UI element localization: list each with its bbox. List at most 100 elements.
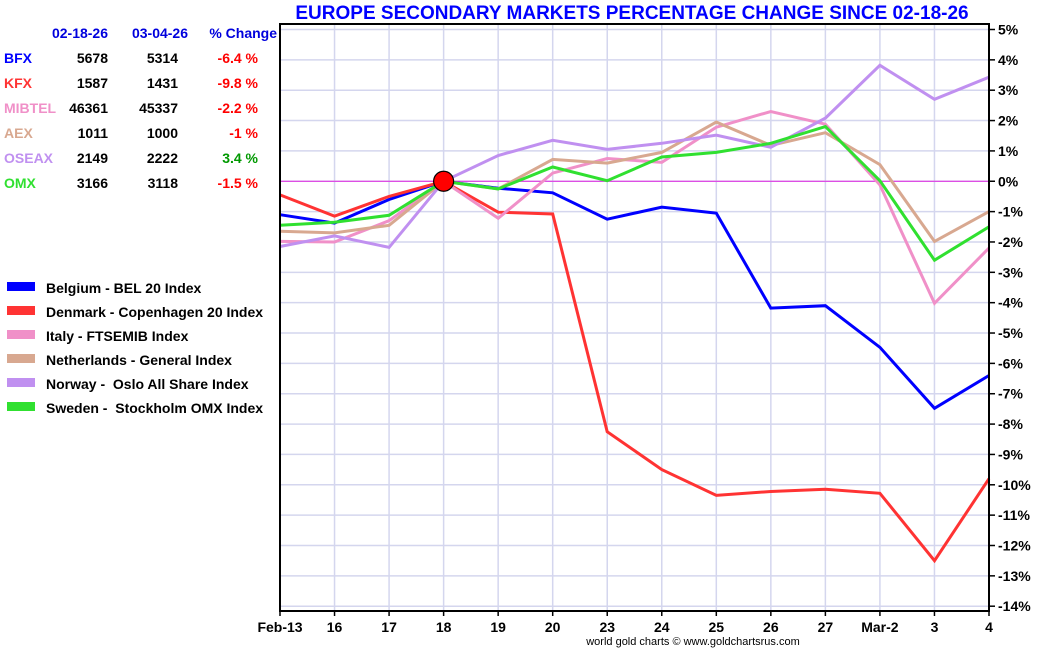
- series-line: [279, 63, 990, 250]
- table-end-value: 45337: [139, 100, 178, 116]
- y-tick-label: -14%: [998, 598, 1031, 614]
- legend-swatch: [7, 330, 35, 339]
- table-symbol: BFX: [4, 50, 33, 66]
- legend-swatch: [7, 354, 35, 363]
- table-start-value: 3166: [77, 175, 108, 191]
- table-symbol: KFX: [4, 75, 33, 91]
- legend-label: Sweden - Stockholm OMX Index: [46, 400, 263, 416]
- legend-label: Italy - FTSEMIB Index: [46, 328, 189, 344]
- table-start-value: 1011: [78, 125, 109, 141]
- base-date-marker: [433, 170, 455, 192]
- series-line: [279, 124, 990, 263]
- table-row: AEX 1011 1000 -1 %: [4, 125, 259, 141]
- table-change-value: -2.2 %: [218, 100, 259, 116]
- table-start-value: 1587: [77, 75, 108, 91]
- legend-label: Denmark - Copenhagen 20 Index: [46, 304, 263, 320]
- y-tick-label: -6%: [998, 355, 1023, 371]
- series-line: [279, 179, 990, 411]
- x-tick-label: 20: [545, 619, 561, 635]
- table-start-value: 2149: [77, 150, 108, 166]
- table-row: KFX 1587 1431 -9.8 %: [4, 75, 259, 91]
- y-tick-label: 2%: [998, 113, 1019, 129]
- table-change-value: 3.4 %: [222, 150, 258, 166]
- legend-item: Italy - FTSEMIB Index: [7, 328, 189, 344]
- legend-swatch: [7, 282, 35, 291]
- plot-border: [279, 23, 990, 612]
- x-tick-label: 25: [709, 619, 725, 635]
- x-tick-label: 24: [654, 619, 670, 635]
- x-tick-label: 3: [931, 619, 939, 635]
- table-end-value: 5314: [147, 50, 178, 66]
- y-tick-label: -9%: [998, 446, 1023, 462]
- y-axis: 5% 4% 3% 2% 1% 0% -1% -2% -3% -4% -5% -6% -7% -8% -9% -…: [989, 22, 1031, 614]
- table-change-value: -9.8 %: [218, 75, 259, 91]
- legend-item: Netherlands - General Index: [7, 352, 232, 368]
- table-end-value: 1000: [147, 125, 178, 141]
- table-change-value: -1 %: [229, 125, 258, 141]
- x-tick-label: 26: [763, 619, 779, 635]
- table-symbol: OMX: [4, 175, 37, 191]
- x-tick-label: 19: [490, 619, 506, 635]
- table-end-value: 1431: [147, 75, 178, 91]
- y-tick-label: 3%: [998, 82, 1019, 98]
- legend-swatch: [7, 402, 35, 411]
- x-tick-label: 18: [436, 619, 452, 635]
- y-tick-label: -7%: [998, 386, 1023, 402]
- legend-item: Denmark - Copenhagen 20 Index: [7, 304, 263, 320]
- base-marker: [433, 170, 455, 192]
- x-tick-label: 4: [985, 619, 993, 635]
- series-2: [279, 109, 991, 306]
- table-row: OSEAX 2149 2222 3.4 %: [4, 150, 259, 166]
- y-tick-label: -4%: [998, 295, 1023, 311]
- x-axis: Feb-13 16 17 18 19 20 23 24 25 26 27 Mar-2 3 4: [257, 611, 993, 635]
- y-tick-label: -1%: [998, 204, 1023, 220]
- plot-frame: [279, 23, 990, 612]
- y-tick-label: 0%: [998, 173, 1019, 189]
- table-symbol: AEX: [4, 125, 33, 141]
- legend: Belgium - BEL 20 Index Denmark - Copenhag…: [7, 280, 263, 416]
- series-line: [279, 179, 991, 564]
- legend-item: Sweden - Stockholm OMX Index: [7, 400, 263, 416]
- series-line: [279, 109, 991, 306]
- credit-text: world gold charts © www.goldchartsrus.co…: [585, 636, 800, 648]
- x-tick-label: Mar-2: [861, 619, 899, 635]
- y-tick-label: -3%: [998, 264, 1023, 280]
- series-line: [279, 120, 990, 244]
- y-tick-label: 4%: [998, 52, 1019, 68]
- series-1: [279, 179, 991, 564]
- y-tick-label: -5%: [998, 325, 1023, 341]
- legend-item: Norway - Oslo All Share Index: [7, 376, 249, 392]
- y-tick-label: 1%: [998, 143, 1019, 159]
- table-symbol: MIBTEL: [4, 100, 57, 116]
- table-row: MIBTEL 46361 45337 -2.2 %: [4, 100, 259, 116]
- table-header-start: 02-18-26: [52, 25, 108, 41]
- legend-swatch: [7, 306, 35, 315]
- table-start-value: 46361: [69, 100, 108, 116]
- table-start-value: 5678: [77, 50, 108, 66]
- y-tick-label: -2%: [998, 234, 1023, 250]
- x-tick-label: 16: [327, 619, 343, 635]
- x-tick-label: 17: [381, 619, 397, 635]
- legend-label: Norway - Oslo All Share Index: [46, 376, 249, 392]
- y-tick-label: -12%: [998, 537, 1031, 553]
- legend-label: Belgium - BEL 20 Index: [46, 280, 202, 296]
- y-tick-label: -10%: [998, 477, 1031, 493]
- y-tick-label: -13%: [998, 568, 1031, 584]
- y-tick-label: -8%: [998, 416, 1023, 432]
- legend-item: Belgium - BEL 20 Index: [7, 280, 202, 296]
- table-row: OMX 3166 3118 -1.5 %: [4, 175, 259, 191]
- table-row: BFX 5678 5314 -6.4 %: [4, 50, 259, 66]
- table-end-value: 2222: [147, 150, 178, 166]
- legend-label: Netherlands - General Index: [46, 352, 232, 368]
- y-tick-label: -11%: [998, 507, 1030, 523]
- table-symbol: OSEAX: [4, 150, 54, 166]
- table-end-value: 3118: [148, 175, 179, 191]
- table-change-value: -1.5 %: [218, 175, 259, 191]
- series-lines: [279, 63, 991, 564]
- price-table: 02-18-26 03-04-26 % Change BFX 5678 5314 -6…: [4, 25, 277, 191]
- x-tick-label: 23: [599, 619, 615, 635]
- grid: [279, 24, 990, 611]
- table-header-change: % Change: [209, 25, 277, 41]
- table-change-value: -6.4 %: [218, 50, 259, 66]
